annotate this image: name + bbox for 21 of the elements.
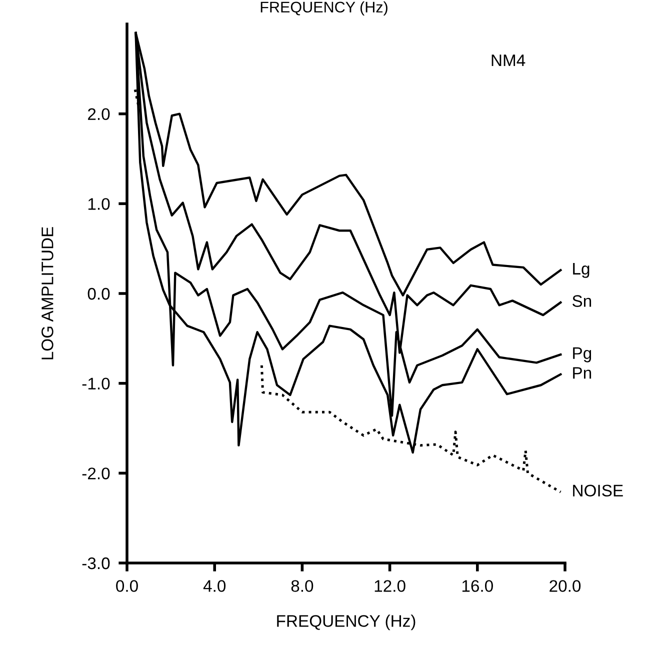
- x-tick-label: 4.0: [203, 580, 226, 592]
- y-axis-title: LOG AMPLITUDE: [42, 227, 54, 360]
- y-tick-label: 0.0: [88, 288, 110, 300]
- series-label: Lg: [573, 262, 590, 278]
- y-tick-label: -2.0: [82, 468, 110, 480]
- x-tick-label: 20.0: [550, 580, 581, 592]
- x-tick-label: 12.0: [374, 580, 406, 592]
- series-label: Sn: [572, 295, 592, 307]
- series-label: NOISE: [573, 484, 623, 497]
- y-tick-label: 2.0: [88, 108, 110, 120]
- text: FREQUENCY (Hz): [260, 1, 388, 16]
- annotation: NM4: [492, 54, 526, 66]
- x-tick-label: 16.0: [462, 580, 493, 592]
- y-tick-label: -3.0: [82, 557, 110, 570]
- series-label: Pn: [573, 367, 592, 379]
- y-tick-label: 1.0: [88, 198, 110, 210]
- x-tick-label: 8.0: [291, 580, 314, 592]
- x-tick-label: 0.0: [116, 580, 138, 592]
- x-axis-title: FREQUENCY (Hz): [277, 614, 416, 630]
- y-tick-label: -1.0: [82, 378, 110, 390]
- series-label: Pg: [573, 347, 592, 362]
